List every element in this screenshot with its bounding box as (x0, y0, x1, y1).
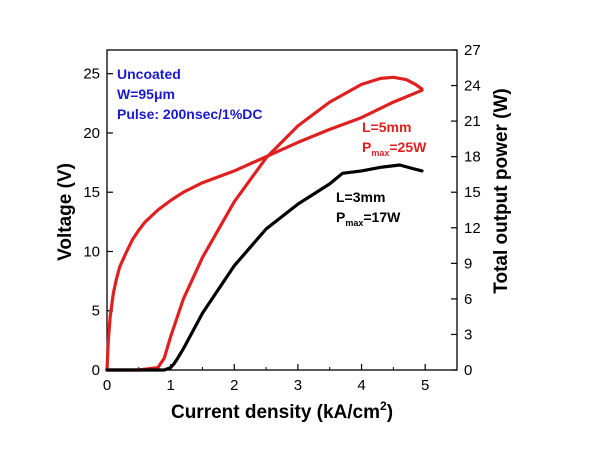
y-right-tick-label: 18 (464, 149, 481, 166)
y-right-tick-label: 27 (464, 42, 481, 59)
series-line-voltage (105, 88, 424, 372)
info-line-1: Uncoated (117, 66, 181, 82)
x-tick-label: 3 (294, 377, 302, 394)
plot-frame (106, 49, 458, 371)
y-axis-left: 0 5 10 15 20 25 (83, 66, 113, 379)
y-left-tick-label: 10 (83, 243, 100, 260)
y-right-tick-label: 21 (464, 113, 481, 130)
info-line-3: Pulse: 200nsec/1%DC (117, 106, 263, 122)
info-line-2: W=95μm (117, 86, 175, 102)
y-right-tick-label: 24 (464, 78, 481, 95)
y-right-tick-label: 15 (464, 184, 481, 201)
y-left-tick-label: 25 (83, 66, 100, 83)
x-tick-label: 4 (357, 377, 365, 394)
x-axis: 0 1 2 3 4 5 (103, 364, 429, 394)
y-right-tick-label: 3 (464, 326, 472, 343)
x-tick-label: 1 (166, 377, 174, 394)
y-axis-left-title: Voltage (V) (55, 163, 76, 261)
series-line-power-3mm (105, 163, 424, 372)
label-5mm-pmax: Pmax=25W (362, 139, 427, 158)
y-left-tick-label: 5 (92, 303, 100, 320)
series-group (105, 75, 424, 372)
x-tick-label: 2 (230, 377, 238, 394)
x-tick-label: 5 (421, 377, 429, 394)
y-axis-right: 0 3 6 9 12 15 18 21 24 27 (451, 42, 481, 379)
y-left-tick-label: 0 (92, 362, 100, 379)
y-right-tick-label: 12 (464, 220, 481, 237)
series-line-power-5mm (105, 75, 424, 372)
y-right-tick-label: 9 (464, 255, 472, 272)
label-3mm-pmax: Pmax=17W (336, 209, 401, 228)
y-left-tick-label: 15 (83, 184, 100, 201)
y-left-tick-label: 20 (83, 125, 100, 142)
label-3mm: L=3mm (336, 189, 385, 205)
label-5mm: L=5mm (362, 119, 411, 135)
x-tick-label: 0 (103, 377, 111, 394)
y-right-tick-label: 0 (464, 362, 472, 379)
x-axis-title: Current density (kA/cm2) (171, 399, 393, 423)
y-right-tick-label: 6 (464, 291, 472, 308)
y-axis-right-title: Total output power (W) (491, 88, 512, 293)
